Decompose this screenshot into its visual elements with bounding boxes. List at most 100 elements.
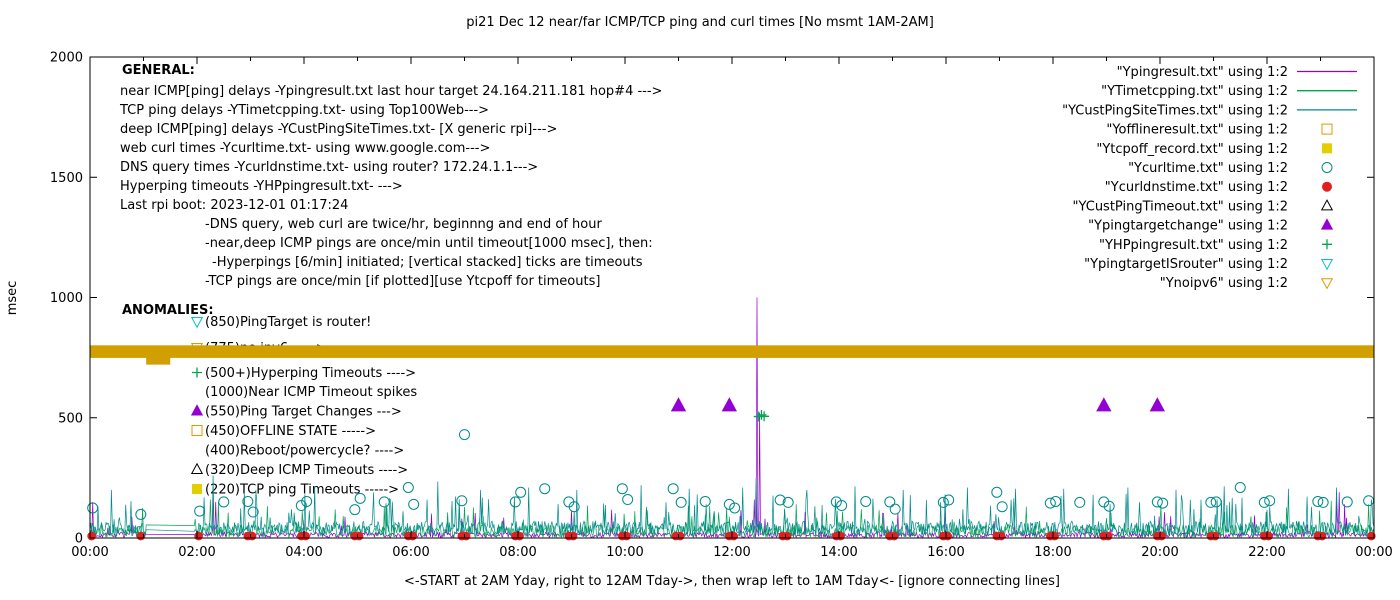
x-tick-label: 10:00 (606, 545, 643, 560)
legend-label: "Ynoipv6" using 1:2 (1160, 276, 1288, 291)
legend-circle-filled-icon (1322, 181, 1332, 192)
general-line: -DNS query, web curl are twice/hr, begin… (205, 217, 602, 232)
series-point-Ycurltime.txt (408, 498, 420, 510)
series-point-Ycurldnstime.txt (622, 531, 631, 541)
series-point-Ycurldnstime.txt (1317, 531, 1327, 541)
series-point-Ypingtargetchange (670, 397, 687, 412)
legend-label: "Ycurldnstime.txt" using 1:2 (1105, 180, 1288, 195)
series-point-Ycurltime.txt (349, 504, 361, 516)
y-tick-label: 0 (75, 532, 83, 547)
legend-label: "YTimetcpping.txt" using 1:2 (1101, 84, 1288, 99)
x-tick-label: 04:00 (285, 545, 322, 560)
series-point-Ycurldnstime.txt (461, 531, 471, 541)
series-point-Ycurldnstime.txt (1050, 531, 1059, 541)
general-line: DNS query times -Ycurldnstime.txt- using… (120, 160, 538, 175)
series-point-Ycurltime.txt (1151, 496, 1163, 508)
plot-area: GENERAL: near ICMP[ping] delays -Ypingres… (50, 51, 1393, 561)
series-point-Ycurltime.txt (456, 495, 468, 507)
series-point-Ycurldnstime.txt (1264, 531, 1273, 541)
legend-label: "YCustPingSiteTimes.txt" using 1:2 (1062, 103, 1288, 118)
series-point-Ycurltime.txt (1264, 495, 1276, 507)
series-point-Ycurltime.txt (87, 502, 99, 514)
x-tick-label: 18:00 (1034, 545, 1071, 560)
series-line-Ypingresult.txt (90, 297, 1374, 538)
square-icon (191, 425, 203, 436)
series-point-Ycurltime.txt (782, 496, 794, 508)
legend-label: "YCustPingTimeout.txt" using 1:2 (1073, 199, 1288, 214)
series-point-Ycurldnstime.txt (889, 531, 899, 541)
series-point-Ycurldnstime.txt (568, 531, 578, 541)
general-heading: GENERAL: (122, 63, 195, 78)
series-point-Ycurltime.txt (1044, 497, 1056, 509)
series-point-Ycurldnstime.txt (1157, 531, 1166, 541)
anomalies-heading: ANOMALIES: (122, 303, 214, 318)
chart-title: pi21 Dec 12 near/far ICMP/TCP ping and c… (466, 15, 934, 30)
series-point-Ycurldnstime.txt (729, 531, 738, 541)
series-point-Ycurltime.txt (218, 496, 230, 508)
series-point-Ycurltime.txt (242, 495, 254, 507)
x-tick-label: 02:00 (178, 545, 215, 560)
anomaly-item: (550)Ping Target Changes ---> (205, 405, 402, 420)
series-point-Ypingtargetchange (721, 397, 737, 412)
general-line: TCP ping delays -YTimetcpping.txt- using… (119, 103, 489, 118)
series-point-Ycurltime.txt (1074, 496, 1086, 508)
series-point-Ycurltime.txt (884, 496, 896, 508)
x-tick-label: 22:00 (1248, 545, 1285, 560)
general-line: near ICMP[ping] delays -Ypingresult.txt … (120, 84, 662, 99)
general-line: web curl times -Ycurltime.txt- using www… (120, 141, 490, 156)
anomaly-item: (850)PingTarget is router! (205, 315, 371, 330)
anomaly-item: (400)Reboot/powercycle? ----> (205, 444, 404, 459)
x-tick-label: 00:00 (71, 545, 108, 560)
y-axis-label: msec (5, 281, 20, 316)
series-point-Ycurltime.txt (729, 502, 741, 514)
series-point-Ycurltime.txt (667, 483, 679, 495)
series-point-Ycurltime.txt (1103, 500, 1115, 512)
series-point-Ycurltime.txt (1312, 495, 1324, 507)
series-point-Ycurltime.txt (378, 496, 390, 508)
series-point-Ycurltime.txt (996, 501, 1008, 513)
series-point-Ycurldnstime.txt (782, 531, 792, 541)
series-point-YHPpingresult.txt (756, 409, 767, 420)
series-point-Ycurltime.txt (1363, 495, 1375, 507)
series-point-Ycurldnstime.txt (996, 531, 1006, 541)
series-point-Ycurltime.txt (1210, 496, 1222, 508)
series-point-Ycurltime.txt (723, 498, 735, 510)
series-point-Ycurltime.txt (539, 483, 551, 495)
series-point-Ycurltime.txt (1258, 496, 1270, 508)
series-point-Ycurltime.txt (1341, 496, 1353, 508)
series-point-Ycurltime.txt (1317, 496, 1329, 508)
series-point-Ycurltime.txt (568, 501, 580, 513)
triangle-up-icon (190, 462, 204, 474)
series-point-Ycurltime.txt (135, 508, 147, 520)
series-point-Ycurldnstime.txt (194, 531, 203, 541)
legend-triangle-up-open-icon (1320, 199, 1334, 211)
series-point-Ycurltime.txt (354, 492, 366, 504)
series-point-Ycurldnstime.txt (301, 531, 310, 541)
square-icon (192, 484, 202, 494)
general-line: Hyperping timeouts -YHPpingresult.txt- -… (120, 179, 403, 194)
x-tick-label: 00:00 (1355, 545, 1392, 560)
noipv6-band (90, 345, 1374, 358)
series-point-Ycurltime.txt (247, 506, 259, 518)
series-point-Ycurltime.txt (675, 496, 687, 508)
series-point-Ycurltime.txt (402, 481, 414, 493)
legend-label: "Ypingtargetchange" using 1:2 (1088, 219, 1288, 234)
series-point-Ycurltime.txt (622, 494, 634, 506)
y-tick-label: 1500 (50, 171, 83, 186)
x-tick-label: 14:00 (820, 545, 857, 560)
plus-icon (192, 367, 202, 378)
x-tick-label: 20:00 (1141, 545, 1178, 560)
legend-square-open-icon (1321, 123, 1333, 135)
anomaly-item: (320)Deep ICMP Timeouts ----> (205, 463, 408, 478)
series-point-Ycurltime.txt (1050, 495, 1062, 507)
legend-triangle-up-filled-icon (1320, 218, 1334, 230)
series-point-Ycurldnstime.txt (247, 531, 257, 541)
series-line-YCustPingSiteTimes.txt (90, 475, 1374, 537)
y-tick-label: 1000 (50, 291, 83, 306)
series-point-Ycurldnstime.txt (675, 531, 685, 541)
legend-label: "Ypingresult.txt" using 1:2 (1117, 65, 1288, 80)
series-point-Ycurltime.txt (889, 503, 901, 515)
series-point-Ypingtargetchange (1096, 397, 1112, 412)
series-point-Ycurldnstime.txt (515, 531, 524, 541)
